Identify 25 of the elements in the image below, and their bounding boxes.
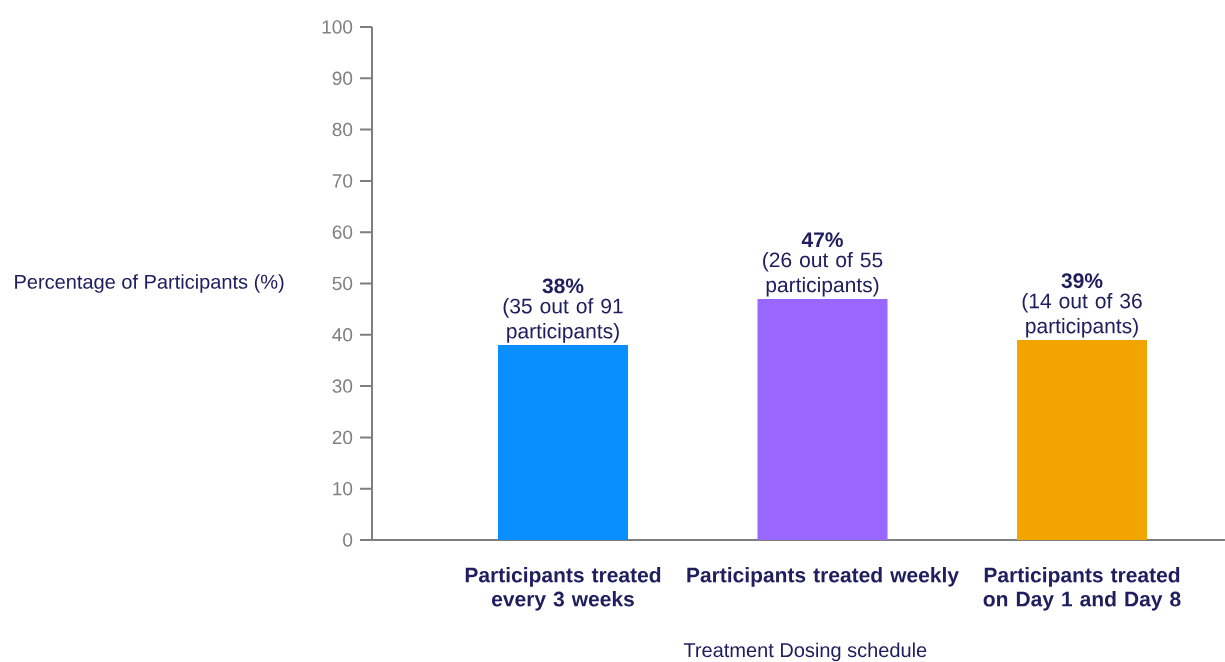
x-tick-label: Participants treated weekly [687,567,959,587]
y-tick-label: 60 [332,225,353,239]
x-tick-label: Participants treated on Day 1 and Day 8 [983,567,1181,611]
bar [757,298,888,540]
data-label: 39% [1061,273,1103,289]
y-tick-label: 20 [332,430,353,445]
y-tick-label: 30 [332,379,353,393]
y-tick-label: 40 [332,328,353,342]
data-label: 38% [542,278,584,294]
y-tick-label: 100 [322,20,353,34]
y-tick-label: 70 [332,174,353,188]
annotation: (14 out of 36 participants) [1022,292,1142,338]
x-tick-label: Participants treated every 3 weeks [465,567,661,611]
annotation: (26 out of 55 participants) [763,251,883,297]
x-axis-title: Treatment Dosing schedule [683,642,927,662]
y-tick-label: 90 [332,71,353,86]
data-label: 47% [801,232,843,248]
y-tick-label: 80 [332,122,353,137]
y-tick-label: 50 [332,276,353,291]
y-axis-title: Percentage of Participants (%) [15,274,284,293]
bar [1017,339,1148,540]
y-tick-label: 10 [333,481,353,496]
annotation: (35 out of 91 participants) [503,298,623,343]
bar [498,345,628,540]
y-tick-label: 0 [343,533,353,547]
